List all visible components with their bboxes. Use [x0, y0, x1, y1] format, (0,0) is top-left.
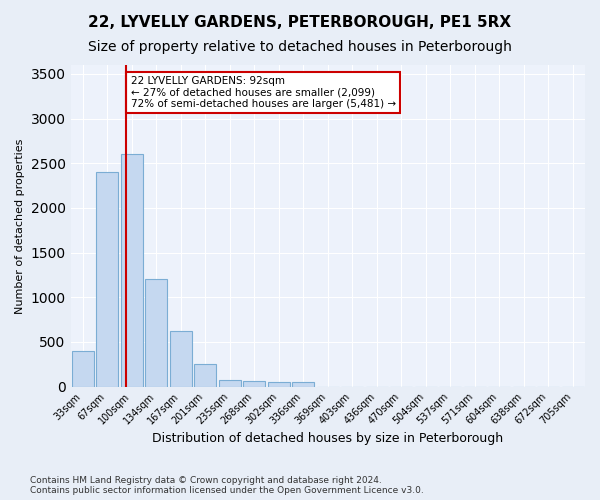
Bar [219, 380, 241, 386]
Bar [72, 351, 94, 386]
Y-axis label: Number of detached properties: Number of detached properties [15, 138, 25, 314]
Bar [145, 280, 167, 386]
Text: 22, LYVELLY GARDENS, PETERBOROUGH, PE1 5RX: 22, LYVELLY GARDENS, PETERBOROUGH, PE1 5… [88, 15, 512, 30]
Bar [292, 382, 314, 386]
Bar [268, 382, 290, 386]
Bar [170, 332, 192, 386]
Bar [121, 154, 143, 386]
Bar [194, 364, 217, 386]
Text: 22 LYVELLY GARDENS: 92sqm
← 27% of detached houses are smaller (2,099)
72% of se: 22 LYVELLY GARDENS: 92sqm ← 27% of detac… [131, 76, 395, 109]
X-axis label: Distribution of detached houses by size in Peterborough: Distribution of detached houses by size … [152, 432, 503, 445]
Text: Contains HM Land Registry data © Crown copyright and database right 2024.
Contai: Contains HM Land Registry data © Crown c… [30, 476, 424, 495]
Bar [243, 382, 265, 386]
Text: Size of property relative to detached houses in Peterborough: Size of property relative to detached ho… [88, 40, 512, 54]
Bar [96, 172, 118, 386]
